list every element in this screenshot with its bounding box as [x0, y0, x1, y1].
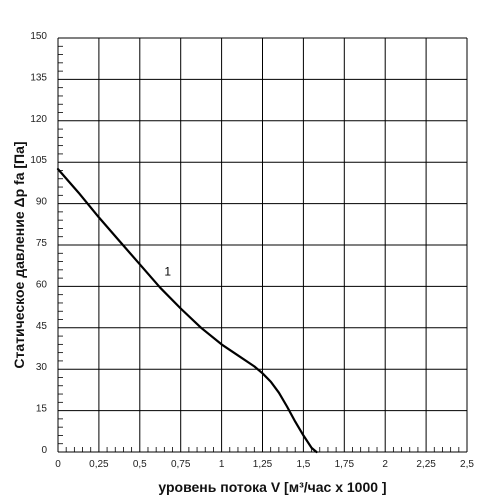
grid [57, 37, 468, 453]
x-tick-label: 0,75 [171, 459, 191, 470]
x-tick-label: 0,25 [89, 459, 109, 470]
x-tick-label: 0 [55, 459, 61, 470]
y-tick-label: 90 [36, 197, 48, 208]
y-tick-label: 120 [30, 114, 47, 125]
series-line-1 [56, 168, 318, 454]
x-tick-label: 2,5 [460, 459, 474, 470]
curve-label: 1 [164, 264, 171, 278]
x-tick-label: 1,75 [335, 459, 355, 470]
x-tick-label: 1,25 [253, 459, 273, 470]
x-axis-title: уровень потока V [м³/час x 1000 ] [158, 479, 386, 495]
y-tick-label: 60 [36, 279, 48, 290]
y-tick-label: 45 [36, 321, 48, 332]
x-tick-label: 0,5 [133, 459, 147, 470]
y-tick-label: 75 [36, 238, 48, 249]
x-tick-label: 1 [219, 459, 225, 470]
y-tick-label: 0 [41, 445, 47, 456]
annotations: 1 [164, 264, 171, 278]
y-tick-label: 105 [30, 155, 47, 166]
x-tick-label: 1,5 [296, 459, 310, 470]
y-tick-label: 135 [30, 72, 47, 83]
tick-labels: 0 0,25 0,5 0,75 1 1,25 1,5 1,75 2 2,25 2,5 0 15 30 45 6… [30, 31, 474, 470]
x-tick-label: 2,25 [416, 459, 436, 470]
series-layer [56, 168, 318, 454]
y-tick-label: 30 [36, 362, 48, 373]
x-tick-label: 2 [382, 459, 388, 470]
y-tick-label: 15 [36, 404, 48, 415]
y-axis-title: Статическое давление Δp fa [Па] [11, 141, 27, 368]
y-tick-label: 150 [30, 31, 47, 42]
